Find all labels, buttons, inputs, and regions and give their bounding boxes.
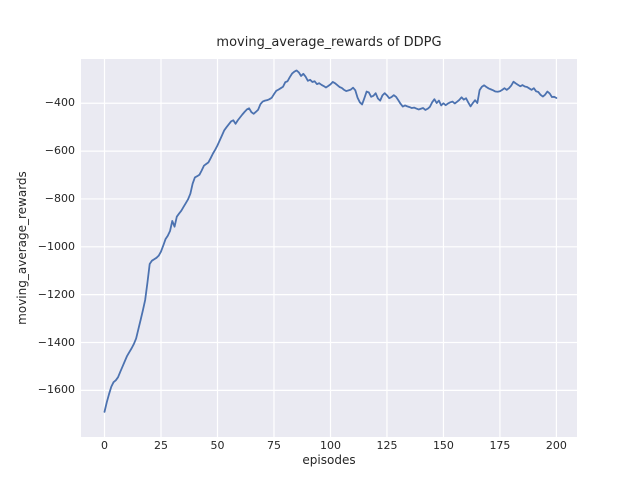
x-tick-label: 75	[266, 439, 281, 452]
chart-title: moving_average_rewards of DDPG	[216, 35, 442, 50]
reward-line	[103, 69, 558, 413]
y-tick-label: −1600	[37, 383, 75, 397]
x-tick-label: 200	[545, 439, 567, 452]
x-axis-label: episodes	[302, 453, 356, 467]
y-tick-label: −1000	[37, 239, 75, 253]
x-tick-label: 150	[432, 439, 454, 452]
plot-background	[81, 59, 577, 437]
x-tick-label: 50	[210, 439, 225, 452]
x-tick-label: 125	[376, 439, 398, 452]
x-tick-label: 0	[101, 439, 108, 452]
y-tick-label: −600	[44, 144, 75, 158]
y-tick-label: −1200	[37, 287, 75, 301]
x-tick-label: 25	[153, 439, 168, 452]
x-tick-label: 175	[489, 439, 511, 452]
y-tick-label: −400	[44, 96, 75, 110]
x-tick-label: 100	[319, 439, 341, 452]
y-tick-label: −800	[44, 191, 75, 205]
y-tick-label: −1400	[37, 335, 75, 349]
